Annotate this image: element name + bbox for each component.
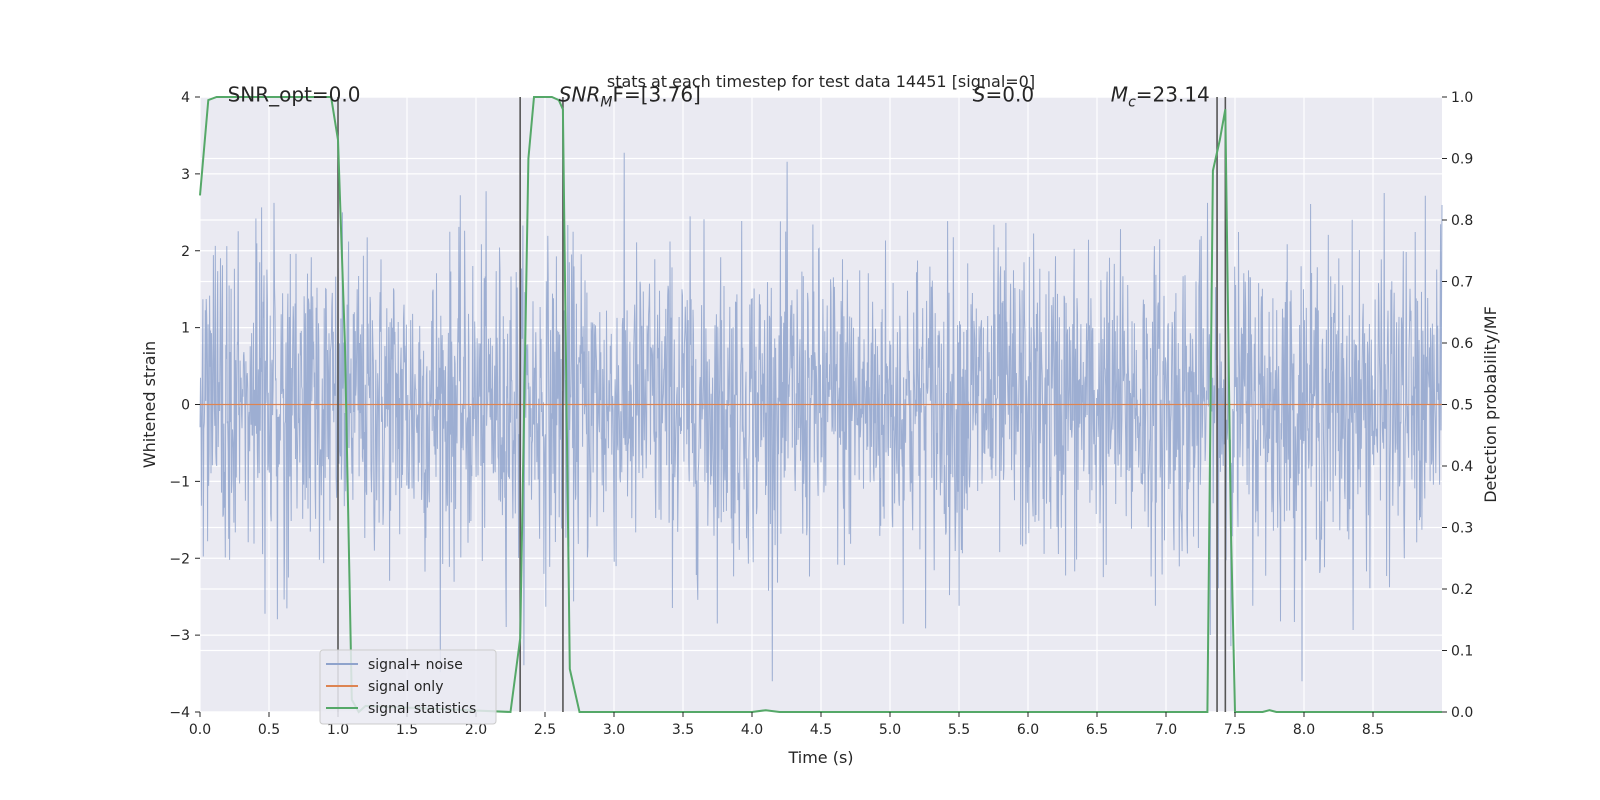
noise-line [199,152,1443,682]
annotation-main: SNR [559,82,601,106]
signal-statistics-line [199,96,1442,714]
legend: signal+ noise signal only signal statistic… [319,649,497,725]
y-tick-label: 0 [181,398,190,414]
annotation-value: =23.14 [1136,82,1210,106]
y-tick-label: −1 [169,474,190,490]
annotation-label: S=0.0 [973,82,1034,106]
x-tick-label: 3.0 [603,722,625,738]
x-tick-label: 8.5 [1362,722,1384,738]
y-right-tick-label: 0.9 [1451,152,1473,168]
annotation-value: =0.0 [986,82,1035,106]
y-tick-label: 4 [181,90,190,106]
y-right-tick-label: 0.1 [1451,644,1473,660]
annotation-value: F=[3.76] [612,82,700,106]
x-tick-label: 6.5 [1086,722,1108,738]
x-tick-label: 4.0 [741,722,763,738]
x-tick-label: 0.5 [258,722,280,738]
x-tick-label: 7.0 [1155,722,1177,738]
y-axis-ticks: −4 −3 −2 −1 0 1 2 3 4 [169,90,200,721]
y-axis-right-label: Detection probability/MF [1481,306,1500,503]
y-right-tick-label: 0.2 [1451,582,1473,598]
legend-entry: signal only [368,679,443,695]
y-right-tick-label: 0.4 [1451,459,1473,475]
annotation-label: SNR_opt=0.0 [228,82,361,106]
annotations: SNR_opt=0.0 SNRMF=[3.76] S=0.0 Mc=23.14 [228,82,1210,110]
legend-box [319,649,497,725]
legend-entry: signal statistics [368,701,476,717]
annotation-label: SNRMF=[3.76] [559,82,701,110]
x-axis-label: Time (s) [787,748,853,767]
x-tick-label: 5.0 [879,722,901,738]
series-signal-noise [199,152,1443,682]
y-right-tick-label: 0.3 [1451,521,1473,537]
annotation-main: S [973,82,986,106]
y-right-tick-label: 0.6 [1451,336,1473,352]
x-tick-label: 2.0 [465,722,487,738]
annotation-main: M [1111,82,1128,106]
y-tick-label: −3 [169,628,190,644]
x-tick-label: 8.0 [1293,722,1315,738]
x-tick-label: 7.5 [1224,722,1246,738]
x-tick-label: 1.0 [327,722,349,738]
y-axis-right-ticks: 0.0 0.1 0.2 0.3 0.4 0.5 0.6 0.7 0.8 0.9 1.0 [1442,90,1473,721]
annotation-subscript: c [1128,94,1136,110]
x-axis-ticks: 0.0 0.5 1.0 1.5 2.0 2.5 3.0 3.5 4.0 4.5 5.0 5.5 6.0 6… [189,712,1384,738]
annotation-subscript: M [600,94,612,110]
legend-entry: signal+ noise [368,657,463,673]
y-tick-label: −2 [169,551,190,567]
x-tick-label: 2.5 [534,722,556,738]
chart-title: stats at each timestep for test data 144… [607,72,1035,91]
annotation-label: Mc=23.14 [1111,82,1210,110]
y-tick-label: 1 [181,321,190,337]
x-tick-label: 6.0 [1017,722,1039,738]
y-right-tick-label: 0.0 [1451,705,1473,721]
x-tick-label: 3.5 [672,722,694,738]
y-right-tick-label: 1.0 [1451,90,1473,106]
x-tick-label: 4.5 [810,722,832,738]
y-tick-label: 2 [181,244,190,260]
annotation-main: SNR_opt=0.0 [228,82,361,106]
y-axis-label: Whitened strain [140,341,159,468]
x-tick-label: 0.0 [189,722,211,738]
y-tick-label: −4 [169,705,190,721]
y-right-tick-label: 0.8 [1451,213,1473,229]
x-tick-label: 5.5 [948,722,970,738]
y-right-tick-label: 0.7 [1451,275,1473,291]
x-tick-label: 1.5 [396,722,418,738]
y-tick-label: 3 [181,167,190,183]
series-signal-statistics [199,96,1442,714]
y-right-tick-label: 0.5 [1451,398,1473,414]
